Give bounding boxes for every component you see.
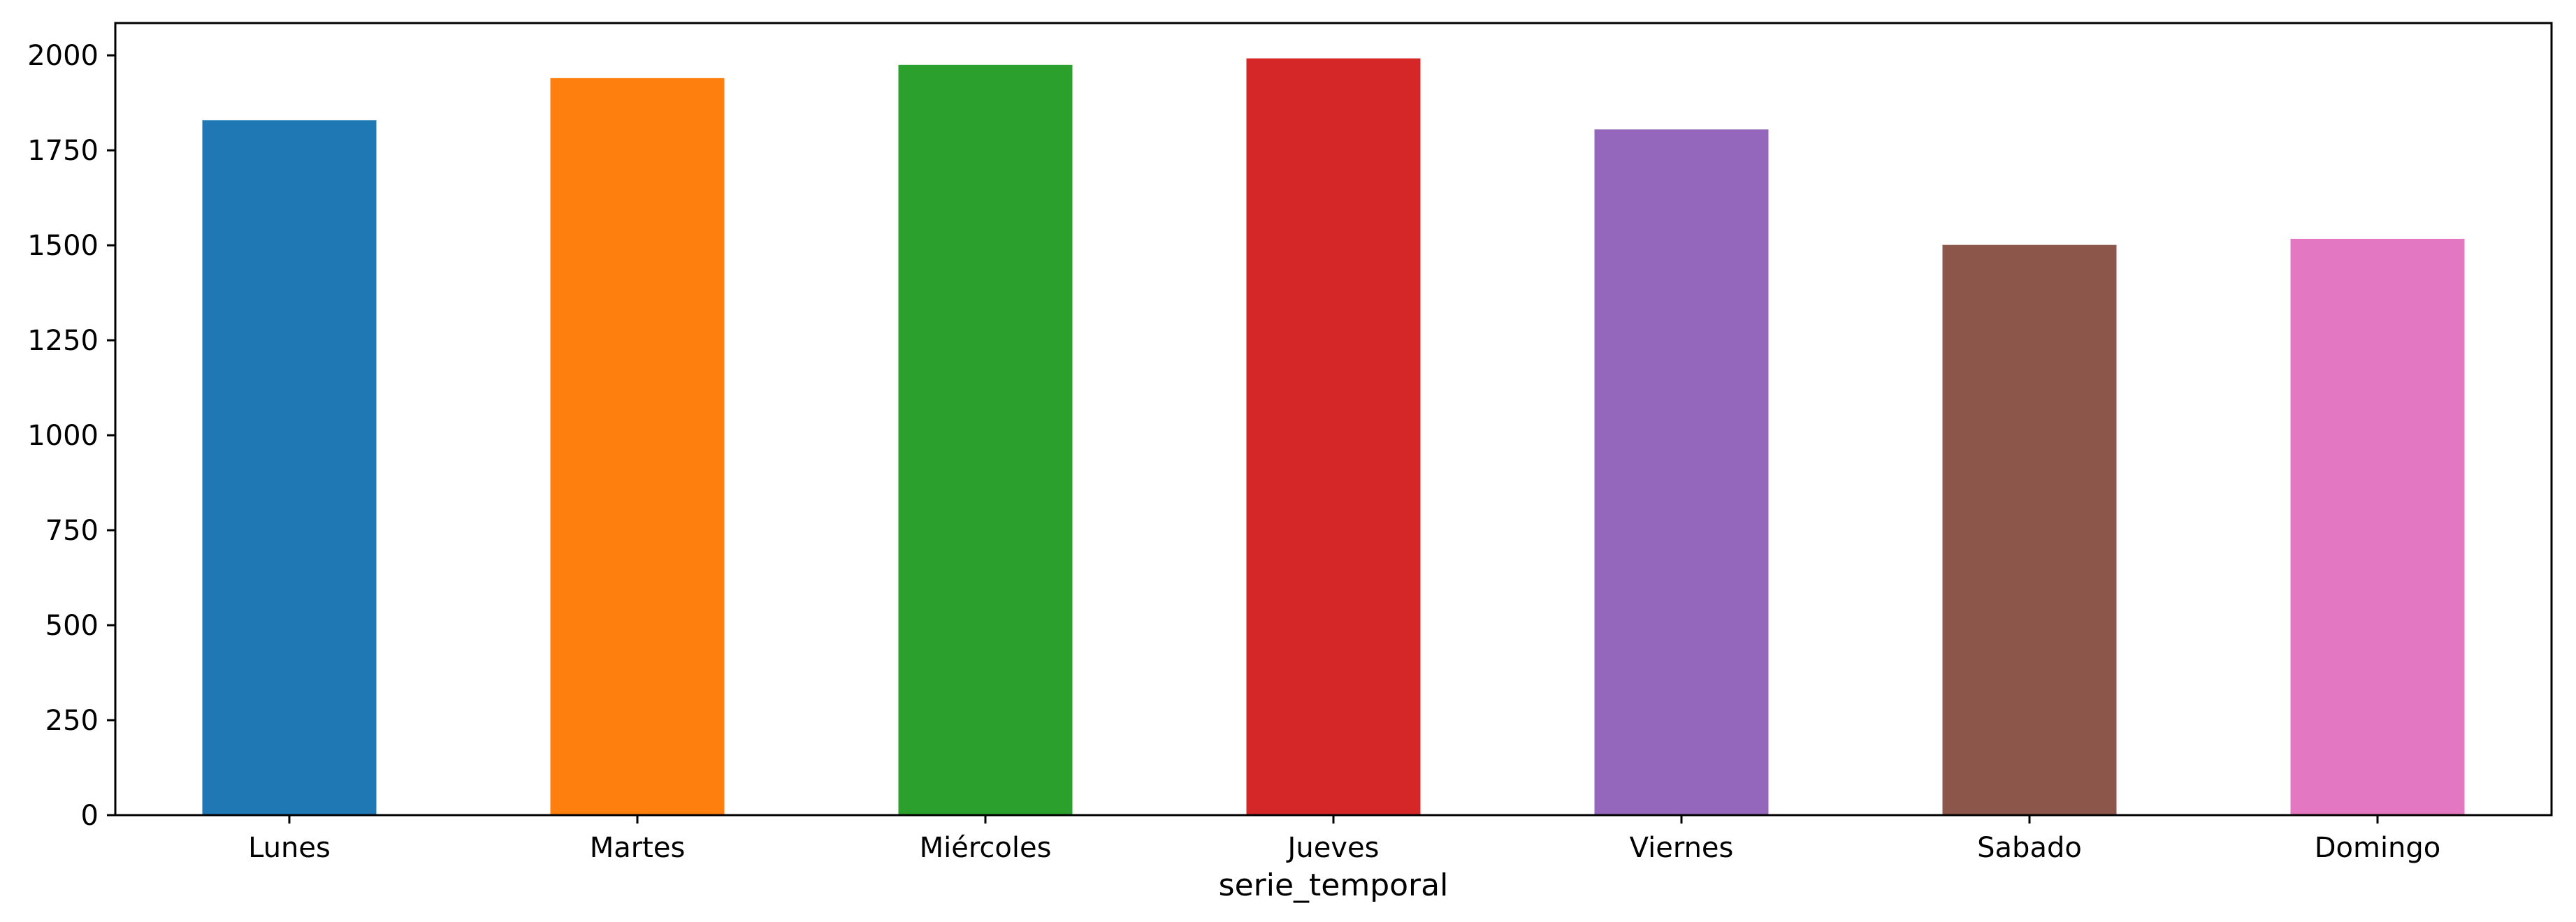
y-tick-label: 1250 xyxy=(27,325,99,357)
x-tick-label: Jueves xyxy=(1286,832,1380,864)
x-tick-label: Viernes xyxy=(1630,832,1734,864)
bar-0 xyxy=(202,120,377,816)
bars-group xyxy=(202,58,2465,816)
y-tick-label: 250 xyxy=(45,705,99,737)
x-tick-label: Domingo xyxy=(2315,832,2441,864)
bar-1 xyxy=(550,78,725,816)
y-tick-label: 750 xyxy=(45,515,99,547)
bar-4 xyxy=(1594,129,1769,816)
y-tick-label: 1000 xyxy=(27,420,99,452)
bar-2 xyxy=(898,64,1073,816)
x-axis-label: serie_temporal xyxy=(1219,868,1449,903)
bar-3 xyxy=(1246,58,1421,816)
x-tick-label: Sabado xyxy=(1977,832,2082,864)
y-tick-label: 1500 xyxy=(27,230,99,262)
x-tick-label: Martes xyxy=(590,832,686,864)
x-tick-label: Miércoles xyxy=(920,832,1052,864)
y-axis: 0 250 500 750 1000 1250 1500 1750 2000 xyxy=(27,40,115,832)
y-tick-label: 2000 xyxy=(27,40,99,72)
x-axis: Lunes Martes Miércoles Jueves Viernes Sabado D… xyxy=(248,815,2440,864)
bar-6 xyxy=(2290,238,2465,815)
y-tick-label: 500 xyxy=(45,610,99,642)
y-tick-label: 0 xyxy=(81,800,99,832)
plot-frame xyxy=(114,22,2553,817)
bar-5 xyxy=(1942,244,2117,815)
x-tick-label: Lunes xyxy=(248,832,331,864)
y-tick-label: 1750 xyxy=(27,135,99,167)
